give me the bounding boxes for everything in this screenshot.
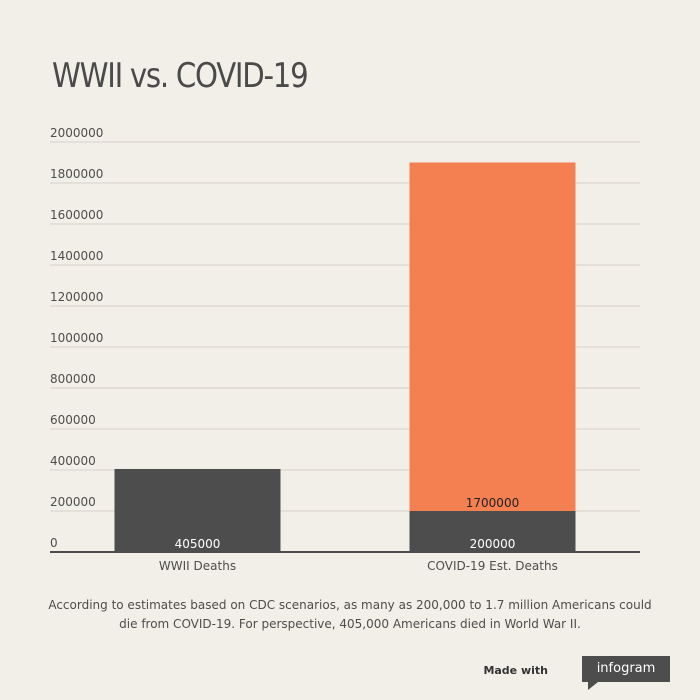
y-tick-label: 1400000 [50, 249, 103, 263]
y-tick-label: 2000000 [50, 126, 103, 140]
y-tick-label: 200000 [50, 495, 96, 509]
y-tick-label: 1800000 [50, 167, 103, 181]
bar [409, 162, 576, 511]
made-with-label: Made with [483, 664, 548, 677]
infogram-logo[interactable]: infogram [582, 656, 670, 682]
bar [409, 511, 576, 552]
x-category-label: WWII Deaths [159, 559, 236, 573]
y-tick-label: 800000 [50, 372, 96, 386]
y-tick-label: 1200000 [50, 290, 103, 304]
chart-caption: According to estimates based on CDC scen… [48, 598, 652, 631]
y-tick-label: 1000000 [50, 331, 103, 345]
logo-tail-icon [588, 682, 598, 690]
bar-value-label: 200000 [470, 537, 516, 551]
y-tick-label: 400000 [50, 454, 96, 468]
bar-value-label: 1700000 [466, 496, 519, 510]
x-category-label: COVID-19 Est. Deaths [427, 559, 558, 573]
bar-value-label: 405000 [175, 537, 221, 551]
bar-chart: 0 200000 400000 600000 800000 1000000 1200000 1… [50, 126, 640, 573]
y-tick-label: 0 [50, 536, 58, 550]
chart-title: WWII vs. COVID-19 [52, 56, 309, 96]
bar [114, 468, 281, 552]
y-tick-label: 600000 [50, 413, 96, 427]
y-tick-label: 1600000 [50, 208, 103, 222]
